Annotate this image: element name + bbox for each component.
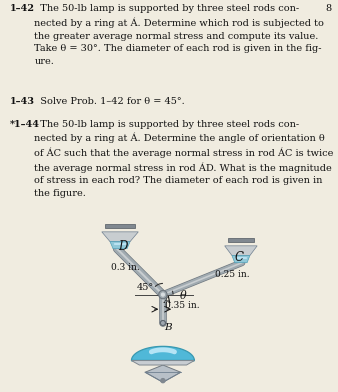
Text: θ: θ (180, 291, 187, 301)
Circle shape (160, 292, 166, 298)
Polygon shape (110, 241, 130, 249)
Polygon shape (228, 238, 254, 242)
Polygon shape (225, 246, 257, 256)
Text: The 50-lb lamp is supported by three steel rods con-
nected by a ring at Á. Dete: The 50-lb lamp is supported by three ste… (34, 4, 324, 66)
Text: Solve Prob. 1–42 for θ = 45°.: Solve Prob. 1–42 for θ = 45°. (34, 97, 185, 106)
Circle shape (161, 379, 165, 383)
Text: 0.35 in.: 0.35 in. (165, 301, 199, 310)
Polygon shape (145, 365, 181, 382)
Text: 8: 8 (325, 4, 331, 13)
Text: B: B (165, 323, 172, 332)
Text: The 50-lb lamp is supported by three steel rods con-
nected by a ring at Á. Dete: The 50-lb lamp is supported by three ste… (34, 120, 334, 198)
Text: 1–43: 1–43 (10, 97, 35, 106)
Text: 45°: 45° (137, 283, 154, 292)
Text: 1–42: 1–42 (10, 4, 35, 13)
Circle shape (161, 321, 165, 325)
Text: C: C (235, 251, 244, 264)
Circle shape (162, 293, 164, 296)
Polygon shape (131, 347, 194, 361)
Text: 0.3 in.: 0.3 in. (112, 263, 140, 272)
Text: 0.25 in.: 0.25 in. (215, 270, 249, 279)
Text: A: A (164, 296, 171, 305)
Polygon shape (105, 224, 135, 228)
Circle shape (159, 290, 167, 299)
Polygon shape (232, 256, 250, 263)
Polygon shape (131, 361, 194, 365)
Circle shape (162, 322, 164, 324)
Text: D: D (119, 240, 128, 253)
Polygon shape (102, 232, 138, 241)
Text: *1–44: *1–44 (10, 120, 40, 129)
